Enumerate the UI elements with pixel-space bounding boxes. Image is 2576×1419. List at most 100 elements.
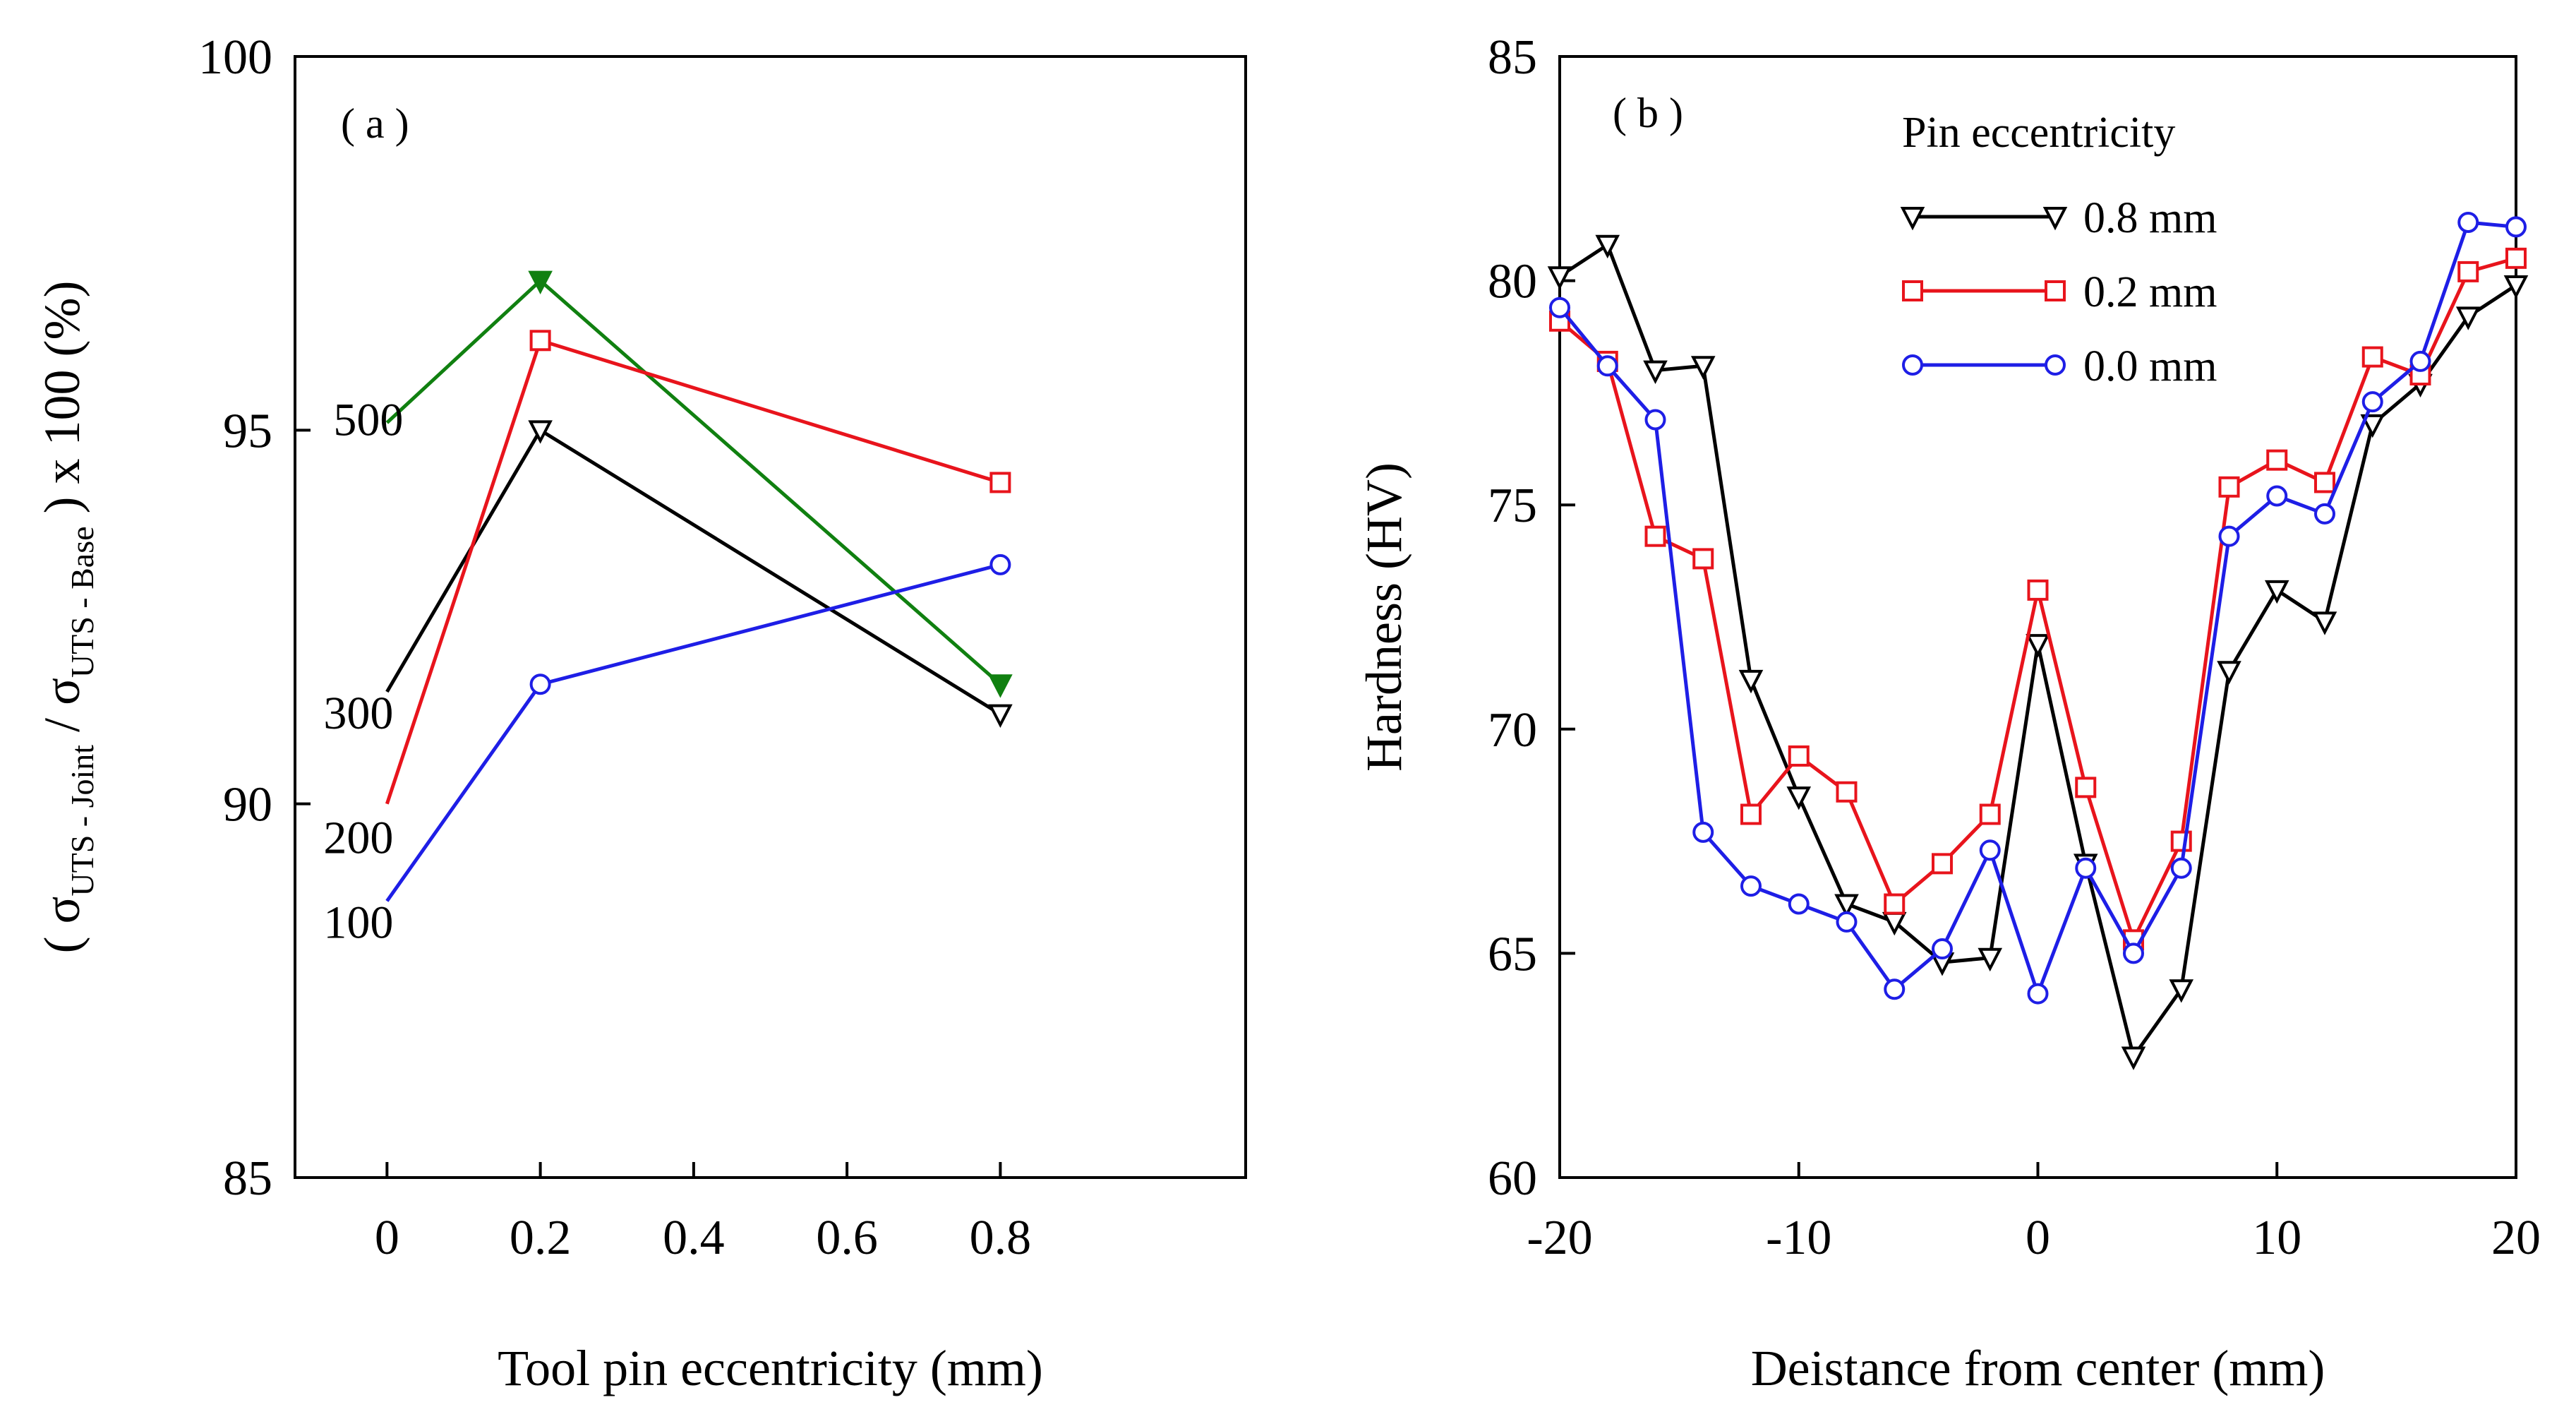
- data-point: [2361, 346, 2383, 368]
- series-line: [385, 563, 1001, 902]
- y-axis-title: Hardness (HV): [1356, 462, 1412, 772]
- data-point: [1836, 781, 1858, 803]
- x-tick-label: 0: [2026, 1211, 2050, 1265]
- series-label: 300: [323, 688, 393, 739]
- panel-a: 0 0.2 0.4 0.6 0.8 85 90 95 100 500 300 200 100 ( a …: [34, 30, 1247, 1396]
- data-point: [1834, 894, 1859, 918]
- data-point: [1740, 875, 1762, 897]
- plot-frame: [1558, 55, 2517, 1179]
- series-label: 200: [323, 813, 393, 864]
- data-point: [528, 420, 553, 444]
- series-500: [385, 270, 1013, 698]
- data-point: [988, 704, 1013, 728]
- data-point: [2027, 983, 2049, 1005]
- x-tick-label: 10: [2252, 1211, 2301, 1265]
- y-tick-label: 60: [1488, 1151, 1537, 1206]
- y-tick-label: 85: [223, 1151, 272, 1206]
- series-200: [385, 330, 1011, 805]
- data-point: [2505, 216, 2527, 238]
- data-point: [2266, 449, 2288, 471]
- data-point: [2170, 857, 2192, 879]
- data-point: [1549, 297, 1570, 318]
- data-point: [2123, 942, 2144, 964]
- legend-label: 0.0 mm: [2083, 342, 2217, 390]
- data-point: [2314, 472, 2335, 493]
- ylabel-open: ( σ: [34, 897, 90, 954]
- data-point: [2218, 525, 2240, 547]
- data-point: [1692, 821, 1714, 843]
- data-point: [2217, 661, 2241, 685]
- legend-item: 0.0 mm: [1902, 342, 2217, 390]
- x-axis-title: Deistance from center (mm): [1751, 1340, 2325, 1396]
- series-group: 500 300 200 100: [323, 270, 1013, 948]
- data-point: [2170, 830, 2192, 852]
- legend-item: 0.2 mm: [1902, 268, 2217, 316]
- ylabel-sub-base: UTS - Base: [64, 526, 100, 678]
- series-group: [1547, 212, 2529, 1070]
- data-point: [1644, 525, 1666, 547]
- data-point: [1836, 911, 1858, 933]
- data-point: [1978, 947, 2003, 972]
- x-tick-label: 0.8: [970, 1211, 1032, 1265]
- series-0.2-mm: [1549, 247, 2527, 951]
- data-point: [988, 674, 1013, 698]
- data-point: [2457, 261, 2479, 282]
- legend-marker: [2045, 354, 2066, 376]
- series-100: [385, 553, 1011, 902]
- tick-labels: -20 -10 0 10 20 60 65 70 75 80 85: [1488, 30, 2541, 1265]
- y-tick-label: 95: [223, 404, 272, 458]
- data-point: [2360, 414, 2385, 438]
- data-point: [2314, 503, 2335, 525]
- data-point: [1596, 355, 1618, 377]
- panel-label: ( a ): [341, 100, 409, 147]
- y-axis-title: ( σUTS - Joint / σUTS - Base ) x 100 (%): [34, 281, 100, 954]
- data-point: [1932, 853, 1953, 875]
- legend-marker: [2042, 207, 2068, 231]
- data-point: [2121, 1046, 2146, 1070]
- y-tick-label: 80: [1488, 255, 1537, 309]
- y-tick-label: 65: [1488, 927, 1537, 981]
- ylabel-sub-joint: UTS - Joint: [64, 745, 100, 897]
- plot-frame: [294, 55, 1247, 1179]
- data-point: [1979, 839, 2001, 861]
- legend-item: 0.8 mm: [1900, 194, 2217, 242]
- data-point: [1643, 360, 1668, 384]
- y-tick-label: 75: [1488, 479, 1537, 533]
- data-point: [1979, 803, 2001, 825]
- panel-b: -20 -10 0 10 20 60 65 70 75 80 85 Pin eccentricity…: [1356, 30, 2541, 1396]
- data-point: [529, 673, 551, 695]
- data-point: [2312, 611, 2337, 635]
- data-point: [2075, 857, 2097, 879]
- legend-label: 0.2 mm: [2083, 268, 2217, 316]
- x-axis-title: Tool pin eccentricity (mm): [498, 1340, 1043, 1396]
- y-tick-label: 90: [223, 778, 272, 832]
- data-point: [1740, 803, 1762, 825]
- data-point: [2264, 580, 2289, 604]
- data-point: [2075, 777, 2097, 798]
- data-point: [2361, 391, 2383, 413]
- x-tick-label: 0.6: [816, 1211, 878, 1265]
- data-point: [2169, 979, 2194, 1003]
- legend-marker: [1900, 207, 1925, 231]
- series-300: [385, 420, 1013, 728]
- ylabel-mid: / σ: [34, 678, 90, 745]
- data-point: [1788, 893, 1810, 915]
- y-tick-label: 100: [198, 30, 272, 85]
- data-point: [989, 472, 1011, 493]
- data-point: [1644, 409, 1666, 431]
- series-line: [385, 338, 1001, 805]
- data-point: [529, 330, 551, 352]
- series-line: [385, 428, 1001, 716]
- data-point: [2266, 485, 2288, 507]
- data-point: [2026, 634, 2050, 658]
- data-point: [2455, 306, 2481, 330]
- ylabel-close: ) x 100 (%): [34, 281, 90, 527]
- legend-marker: [1902, 280, 1923, 301]
- x-tick-label: 20: [2491, 1211, 2541, 1265]
- data-point: [1788, 745, 1810, 767]
- x-tick-label: -10: [1766, 1211, 1831, 1265]
- data-point: [2027, 579, 2049, 601]
- series-label: 500: [333, 395, 403, 446]
- data-point: [1786, 786, 1812, 810]
